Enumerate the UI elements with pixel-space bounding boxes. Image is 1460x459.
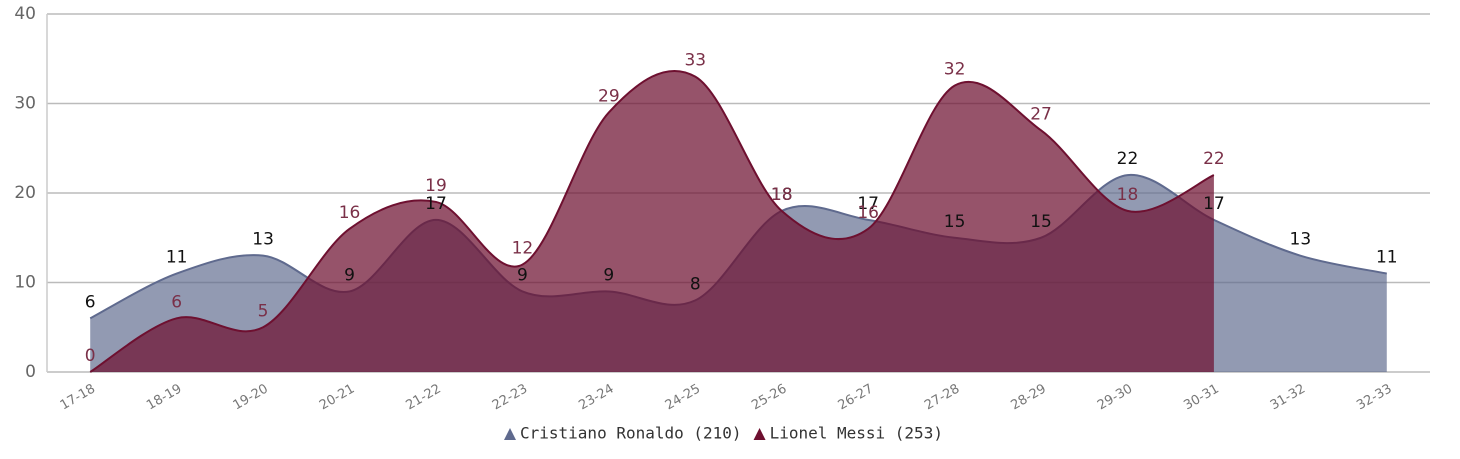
legend-marker [504, 428, 516, 440]
data-label: 9 [344, 265, 355, 285]
data-label: 17 [857, 194, 879, 214]
data-label: 27 [1030, 104, 1052, 124]
series [89, 70, 1215, 373]
x-tick-label: 24-25 [663, 382, 703, 414]
area [90, 70, 1214, 372]
data-label: 13 [252, 230, 274, 250]
data-label: 17 [425, 194, 447, 214]
data-label: 18 [771, 185, 793, 205]
x-tick-label: 29-30 [1095, 382, 1135, 414]
x-tick-label: 19-20 [231, 382, 271, 414]
data-label: 15 [944, 212, 966, 232]
x-tick-label: 23-24 [576, 382, 616, 414]
data-label: 19 [425, 176, 447, 196]
data-label: 22 [1117, 149, 1139, 169]
data-label: 29 [598, 86, 620, 106]
data-label: 6 [171, 292, 182, 312]
legend-label: Lionel Messi (253) [770, 424, 943, 443]
data-label: 8 [690, 274, 701, 294]
data-label: 13 [1290, 230, 1312, 250]
data-label: 9 [517, 265, 528, 285]
legend-marker [753, 428, 766, 440]
data-label: 16 [857, 203, 879, 223]
y-tick-label: 20 [14, 183, 36, 203]
data-label: 32 [944, 60, 966, 80]
x-tick-label: 17-18 [58, 382, 98, 414]
data-label: 22 [1203, 149, 1225, 169]
data-label: 17 [1203, 194, 1225, 214]
x-tick-label: 26-27 [836, 382, 876, 414]
x-tick-label: 20-21 [317, 382, 357, 414]
y-tick-label: 30 [14, 94, 36, 114]
x-tick-label: 27-28 [922, 382, 962, 414]
legend: Cristiano Ronaldo (210) Lionel Messi (253… [504, 424, 943, 443]
data-label: 0 [85, 346, 96, 366]
data-label: 33 [684, 51, 706, 71]
legend-label: Cristiano Ronaldo (210) [520, 424, 742, 443]
data-label: 9 [603, 265, 614, 285]
data-label: 16 [339, 203, 361, 223]
y-tick-label: 10 [14, 273, 36, 293]
x-tick-label: 22-23 [490, 382, 530, 414]
data-label: 18 [771, 185, 793, 205]
x-tick-label: 18-19 [144, 382, 184, 414]
x-tick-label: 25-26 [749, 382, 789, 414]
x-tick-label: 28-29 [1009, 382, 1049, 414]
data-label: 5 [258, 301, 269, 321]
y-tick-label: 0 [25, 362, 36, 382]
data-label: 6 [85, 292, 96, 312]
data-label: 11 [166, 248, 188, 268]
data-label: 12 [512, 239, 534, 259]
x-tick-label: 21-22 [403, 382, 443, 414]
data-label: 11 [1376, 248, 1398, 268]
x-tick-label: 31-32 [1268, 382, 1308, 414]
data-label: 15 [1030, 212, 1052, 232]
y-tick-label: 40 [14, 4, 36, 24]
line [89, 70, 1215, 373]
x-tick-label: 32-33 [1354, 382, 1394, 414]
data-label: 18 [1117, 185, 1139, 205]
x-tick-label: 30-31 [1181, 382, 1221, 414]
